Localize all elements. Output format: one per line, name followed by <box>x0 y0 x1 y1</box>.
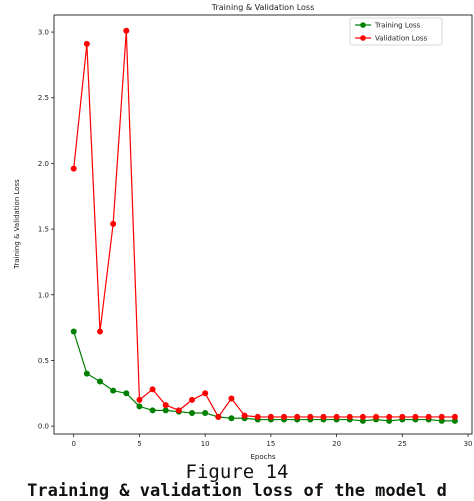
legend-marker-training <box>360 22 366 28</box>
axis-ticks: 0 5 10 15 20 25 30 0.0 0.5 1.0 1.5 2.0 2.5 3.0 <box>38 29 473 448</box>
y-tick-label: 2.5 <box>38 94 49 102</box>
data-point-0 <box>83 370 90 377</box>
data-point-1 <box>110 220 117 227</box>
data-point-1 <box>175 407 182 414</box>
y-axis-label: Training & Validation Loss <box>13 179 21 270</box>
data-point-0 <box>202 409 209 416</box>
data-point-0 <box>228 415 235 422</box>
data-point-1 <box>320 413 327 420</box>
x-tick-label: 15 <box>266 440 275 448</box>
x-tick-label: 25 <box>398 440 407 448</box>
y-tick-label: 1.0 <box>38 291 49 299</box>
x-axis-label: Epochs <box>250 453 275 461</box>
data-point-0 <box>110 387 117 394</box>
data-point-1 <box>333 413 340 420</box>
x-tick-label: 20 <box>332 440 341 448</box>
plot-frame <box>53 14 473 435</box>
data-point-1 <box>412 413 419 420</box>
chart-title: Training & Validation Loss <box>211 3 314 12</box>
legend: Training Loss Validation Loss <box>349 17 443 46</box>
data-point-1 <box>123 27 130 34</box>
series-layer <box>70 27 458 424</box>
x-tick-label: 0 <box>71 440 75 448</box>
data-point-1 <box>70 165 77 172</box>
data-point-1 <box>307 413 314 420</box>
x-tick-label: 30 <box>464 440 473 448</box>
y-tick-label: 2.0 <box>38 160 49 168</box>
series-line-0 <box>73 331 455 422</box>
data-point-1 <box>215 413 222 420</box>
data-point-0 <box>149 407 156 414</box>
data-point-0 <box>123 390 130 397</box>
data-point-1 <box>202 390 209 397</box>
series-line-1 <box>73 30 455 418</box>
x-tick-label: 5 <box>137 440 141 448</box>
figure-caption: Figure 14 <box>185 461 289 483</box>
legend-label-validation: Validation Loss <box>375 35 427 43</box>
data-point-1 <box>399 413 406 420</box>
loss-chart: Training & Validation Loss 0 5 10 15 20 25 300… <box>13 3 473 461</box>
data-point-0 <box>189 409 196 416</box>
data-point-1 <box>162 402 169 409</box>
data-point-1 <box>83 40 90 47</box>
data-point-1 <box>346 413 353 420</box>
data-point-1 <box>189 396 196 403</box>
data-point-1 <box>228 395 235 402</box>
legend-marker-validation <box>360 35 366 41</box>
data-point-0 <box>70 328 77 335</box>
data-point-1 <box>438 413 445 420</box>
data-point-1 <box>386 413 393 420</box>
data-point-1 <box>425 413 432 420</box>
data-point-0 <box>97 378 104 385</box>
data-point-1 <box>241 412 248 419</box>
legend-box <box>349 17 443 46</box>
data-point-1 <box>149 386 156 393</box>
data-point-1 <box>294 413 301 420</box>
data-point-1 <box>359 413 366 420</box>
data-point-1 <box>281 413 288 420</box>
data-point-1 <box>136 396 143 403</box>
data-point-1 <box>373 413 380 420</box>
data-point-0 <box>162 407 169 414</box>
y-tick-label: 0.0 <box>38 423 49 431</box>
figure-subcaption: Training & validation loss of the model … <box>27 482 447 501</box>
y-tick-label: 3.0 <box>38 29 49 37</box>
y-tick-label: 1.5 <box>38 226 49 234</box>
data-point-0 <box>136 403 143 410</box>
data-point-1 <box>451 413 458 420</box>
y-tick-label: 0.5 <box>38 357 49 365</box>
x-tick-label: 10 <box>201 440 210 448</box>
data-point-1 <box>267 413 274 420</box>
legend-label-training: Training Loss <box>374 22 421 30</box>
data-point-1 <box>97 328 104 335</box>
data-point-1 <box>254 413 261 420</box>
